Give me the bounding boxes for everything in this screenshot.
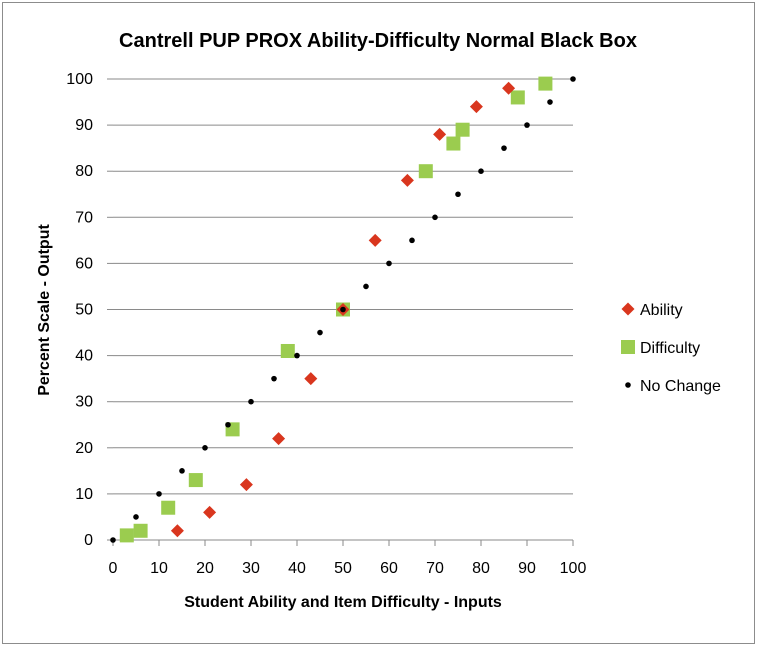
ability-point-1: [203, 505, 217, 519]
y-tick-label-80: 80: [75, 163, 93, 180]
difficulty-point-5: [280, 343, 295, 358]
no-change-point-8: [294, 352, 300, 359]
data-points: [110, 76, 576, 543]
no-change-point-16: [478, 168, 484, 174]
no-change-point-6: [248, 398, 254, 405]
no-change-point-19: [547, 99, 553, 105]
y-tick-label-10: 10: [75, 486, 93, 503]
x-tick-label-30: 30: [242, 560, 260, 577]
no-change-point-9: [317, 329, 323, 336]
legend-label-ability: Ability: [640, 302, 683, 319]
y-tick-label-100: 100: [66, 71, 93, 88]
legend-marker-no-change: [625, 382, 631, 388]
difficulty-point-11: [538, 76, 553, 91]
ability-point-3: [272, 432, 286, 446]
x-tick-label-100: 100: [560, 560, 587, 577]
ability-point-2: [239, 478, 253, 492]
ability-point-9: [469, 100, 483, 114]
no-change-point-20: [570, 76, 576, 82]
axes: [107, 78, 574, 546]
difficulty-point-1: [133, 523, 148, 538]
grid-lines: [113, 78, 573, 495]
x-tick-label-60: 60: [380, 560, 398, 577]
y-tick-label-40: 40: [75, 348, 93, 365]
x-tick-label-0: 0: [109, 560, 118, 577]
legend-label-difficulty: Difficulty: [640, 340, 700, 357]
no-change-point-11: [363, 283, 369, 290]
no-change-point-1: [133, 514, 139, 520]
difficulty-point-0: [119, 528, 134, 543]
no-change-point-0: [110, 537, 116, 543]
difficulty-point-8: [446, 136, 461, 151]
ability-point-4: [304, 372, 318, 386]
ability-point-0: [170, 524, 184, 538]
x-tick-label-50: 50: [334, 560, 352, 577]
no-change-point-12: [386, 260, 392, 267]
legend-marker-difficulty: [621, 340, 635, 354]
y-tick-label-60: 60: [75, 255, 93, 272]
y-tick-label-0: 0: [84, 532, 93, 549]
no-change-point-7: [271, 375, 277, 382]
no-change-point-4: [202, 445, 208, 451]
difficulty-point-2: [161, 500, 176, 515]
y-tick-labels: 0 10 20 30 40 50 60 70 80 90 100: [66, 71, 93, 549]
y-tick-label-50: 50: [75, 302, 93, 319]
ability-point-6: [368, 233, 382, 247]
y-tick-label-30: 30: [75, 394, 93, 411]
no-change-point-5: [225, 421, 231, 428]
x-tick-label-90: 90: [518, 560, 536, 577]
difficulty-point-10: [510, 90, 525, 105]
legend-marker-ability: [621, 302, 635, 316]
x-axis-title: Student Ability and Item Difficulty - In…: [184, 594, 502, 611]
no-change-point-13: [409, 237, 415, 244]
x-tick-label-80: 80: [472, 560, 490, 577]
y-tick-label-70: 70: [75, 209, 93, 226]
chart-title: Cantrell PUP PROX Ability-Difficulty Nor…: [119, 30, 637, 52]
ability-point-7: [400, 173, 414, 187]
y-tick-label-90: 90: [75, 117, 93, 134]
x-tick-label-70: 70: [426, 560, 444, 577]
x-tick-label-20: 20: [196, 560, 214, 577]
y-axis-title: Percent Scale - Output: [36, 224, 53, 396]
no-change-point-17: [501, 145, 507, 151]
difficulty-point-9: [455, 122, 470, 137]
difficulty-point-7: [418, 164, 433, 179]
no-change-point-14: [432, 214, 438, 221]
legend-label-no-change: No Change: [640, 378, 721, 395]
no-change-point-10: [340, 306, 346, 313]
ability-point-10: [502, 81, 516, 95]
no-change-point-2: [156, 491, 162, 497]
y-tick-label-20: 20: [75, 440, 93, 457]
x-tick-label-10: 10: [150, 560, 168, 577]
x-tick-label-40: 40: [288, 560, 306, 577]
no-change-point-3: [179, 468, 185, 474]
no-change-point-18: [524, 122, 530, 128]
difficulty-point-3: [188, 473, 203, 488]
legend: Ability Difficulty No Change: [621, 302, 721, 395]
x-tick-labels: 0 10 20 30 40 50 60 70 80 90 100: [109, 560, 587, 577]
ability-point-8: [433, 127, 447, 141]
no-change-point-15: [455, 191, 461, 198]
